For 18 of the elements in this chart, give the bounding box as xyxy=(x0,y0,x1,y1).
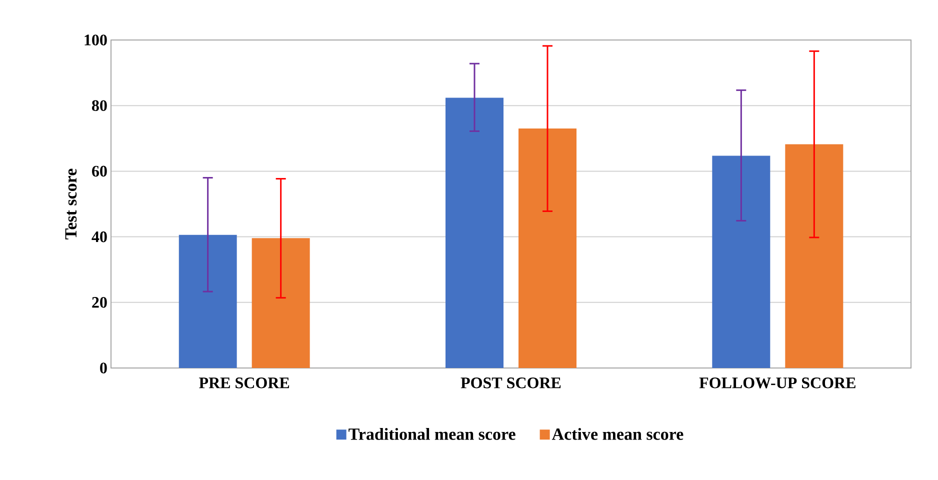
x-tick-label: POST SCORE xyxy=(460,378,561,388)
y-axis-title: Test score xyxy=(65,168,77,240)
y-tick-label: 40 xyxy=(92,231,107,242)
y-tick-label: 80 xyxy=(92,100,107,111)
bar xyxy=(252,238,310,368)
bar xyxy=(785,144,844,368)
legend-label: Active mean score xyxy=(552,428,684,440)
x-tick-label: PRE SCORE xyxy=(199,378,290,388)
bar xyxy=(712,156,770,368)
bar xyxy=(178,234,237,368)
y-tick-label: 20 xyxy=(92,297,107,308)
bar xyxy=(446,98,504,368)
x-tick-label: FOLLOW-UP SCORE xyxy=(699,378,856,388)
y-tick-label: 60 xyxy=(92,166,107,177)
y-tick-label: 100 xyxy=(84,34,107,46)
y-tick-label: 0 xyxy=(100,362,107,374)
legend-label: Traditional mean score xyxy=(348,428,516,440)
bar xyxy=(518,128,576,368)
